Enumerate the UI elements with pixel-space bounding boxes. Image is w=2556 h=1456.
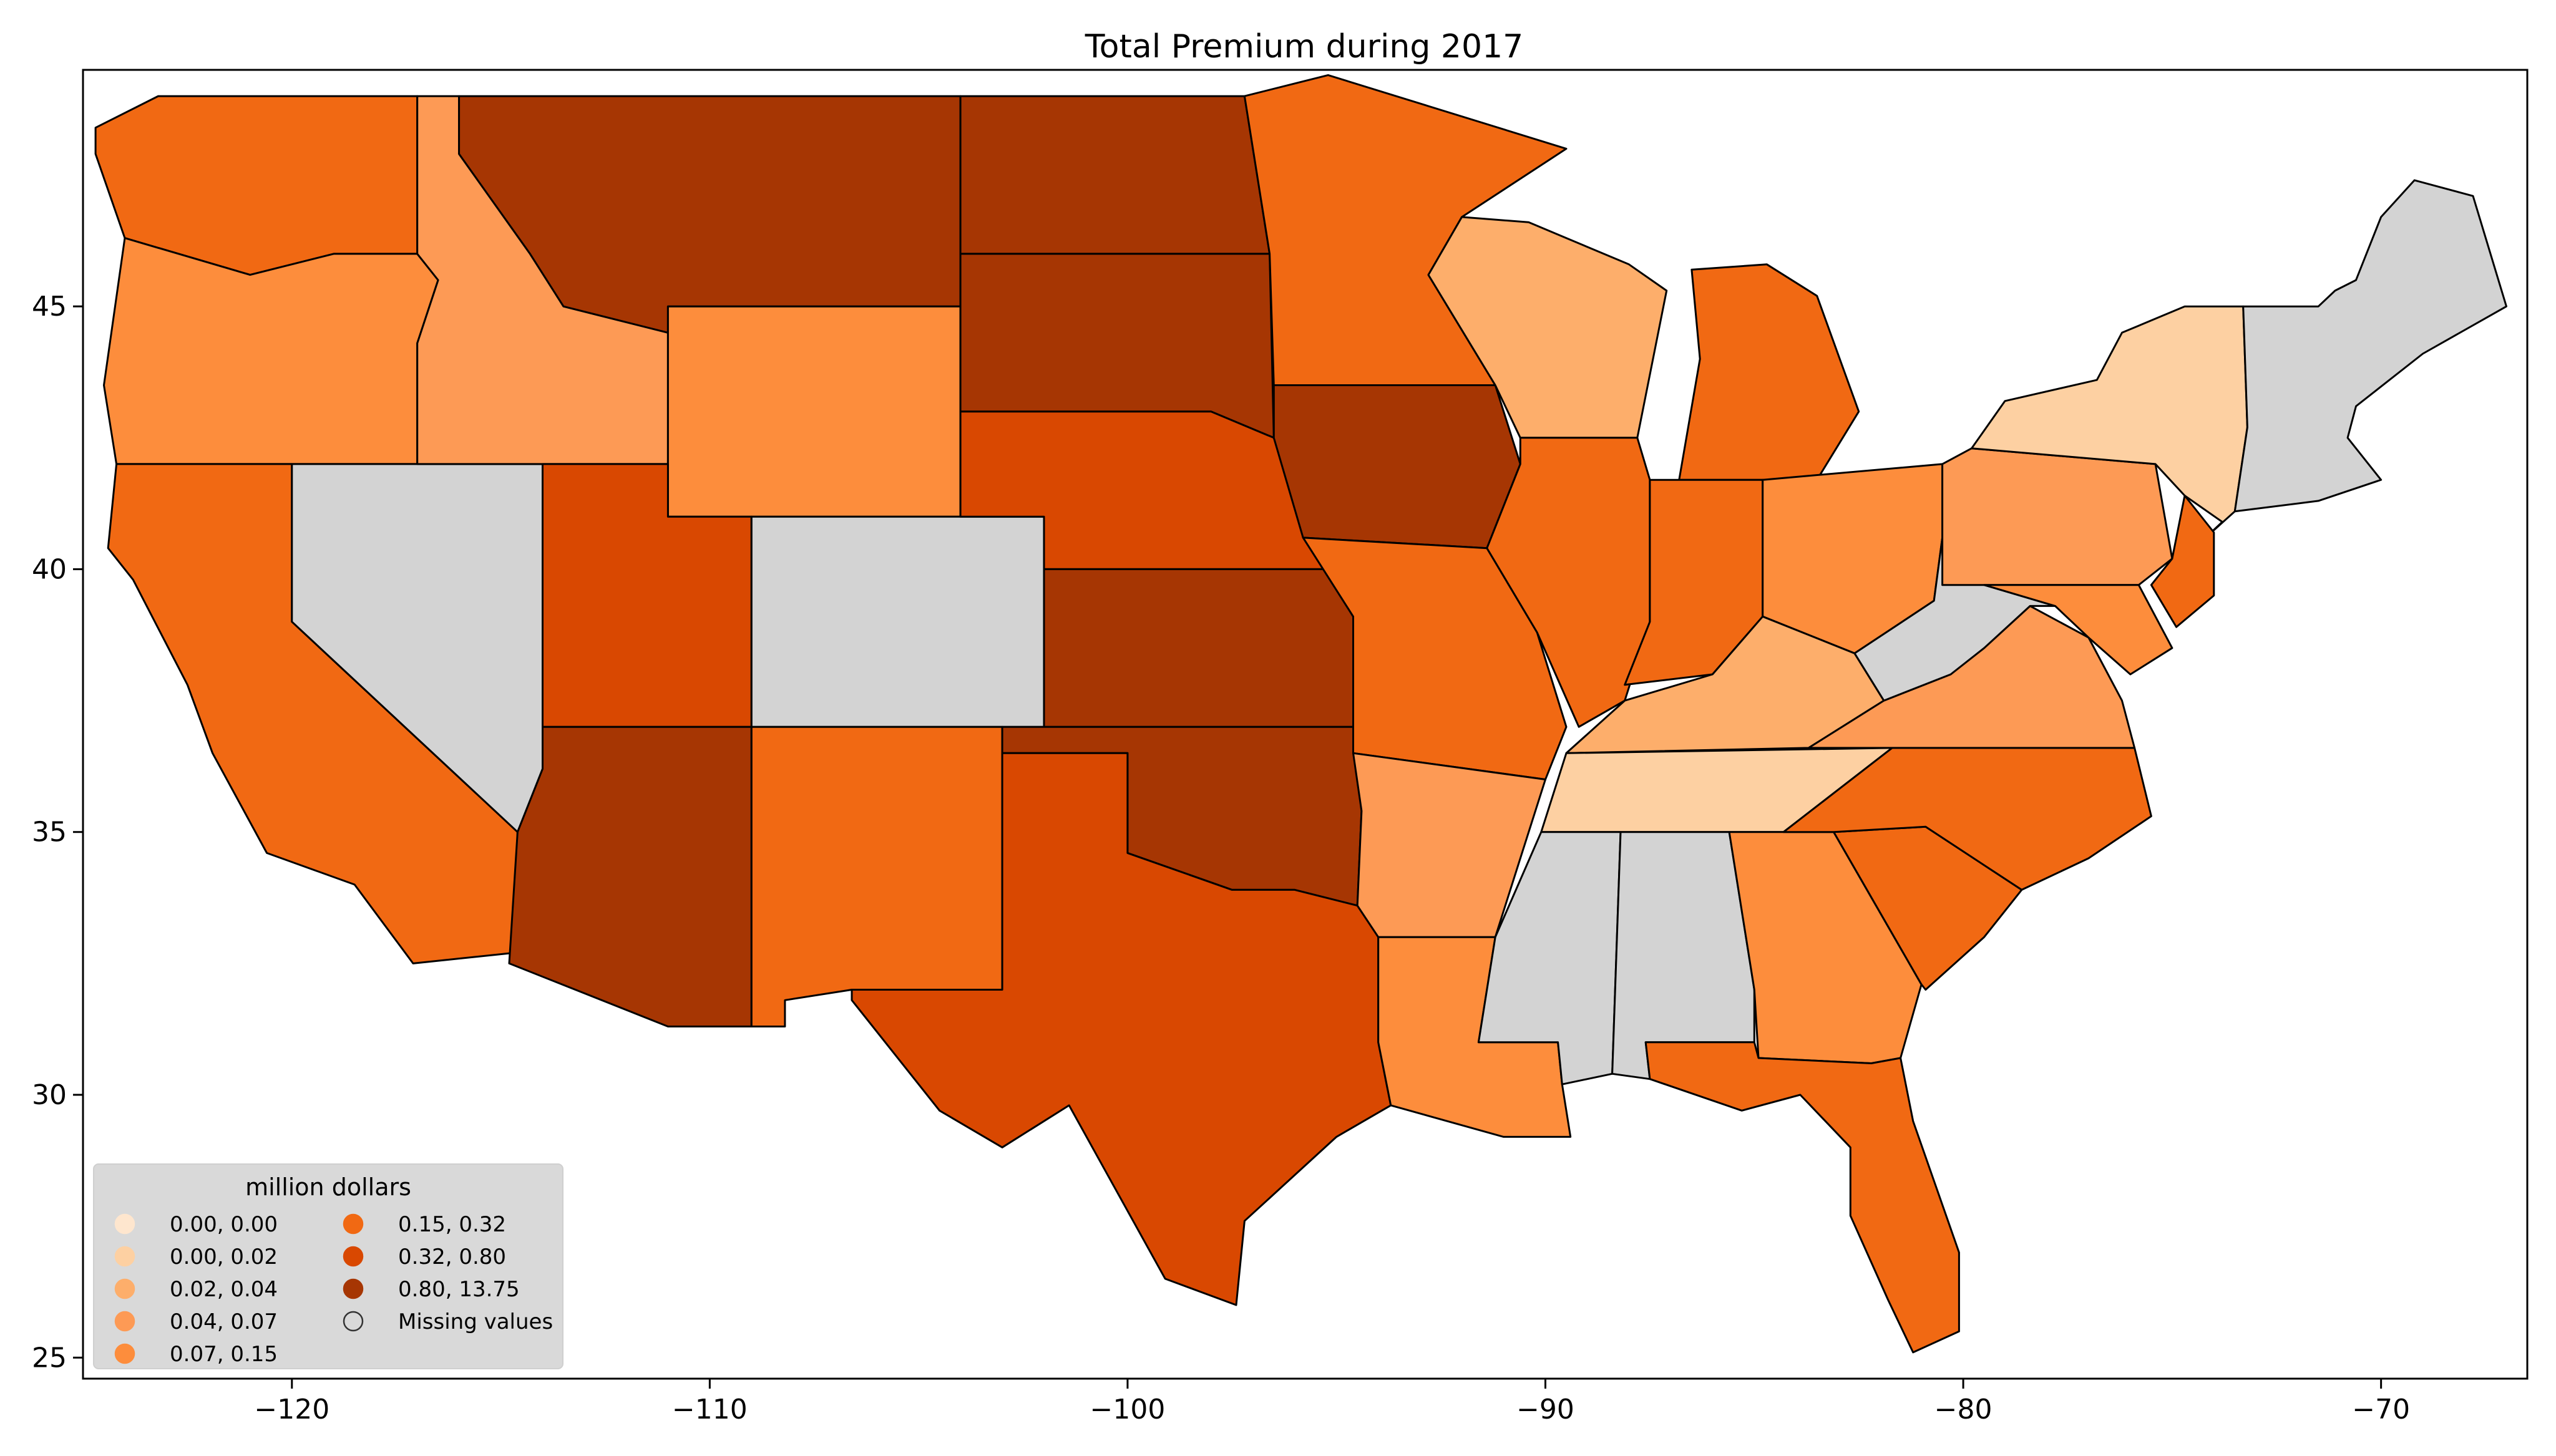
legend-swatch xyxy=(343,1246,364,1267)
region-west-virginia: West Virginia xyxy=(1853,536,2056,702)
legend-box xyxy=(93,1163,563,1369)
legend-swatch xyxy=(114,1246,135,1267)
y-axis: 25 30 35 40 45 xyxy=(32,291,83,1374)
legend-swatch xyxy=(114,1278,135,1299)
legend-swatch xyxy=(114,1343,135,1364)
region-wyoming: Wyoming xyxy=(666,305,962,518)
legend-swatch xyxy=(114,1213,135,1235)
region-iowa: Iowa xyxy=(1272,384,1521,550)
legend-label: 0.00, 0.02 xyxy=(170,1245,278,1269)
x-tick-label: −100 xyxy=(1090,1394,1166,1425)
legend-title: million dollars xyxy=(245,1173,411,1201)
legend: million dollars 0.00, 0.00 0.00, 0.02 0.02… xyxy=(93,1163,563,1369)
x-tick-label: −110 xyxy=(672,1394,748,1425)
y-tick-label: 45 xyxy=(32,291,67,323)
region-oregon: Oregon xyxy=(103,237,439,465)
y-tick-label: 25 xyxy=(32,1342,67,1374)
region-maryland-delaware: Maryland / Delaware xyxy=(1983,584,2173,676)
legend-swatch xyxy=(343,1311,364,1332)
legend-label: 0.32, 0.80 xyxy=(398,1245,506,1269)
map-layer: WashingtonOregonCaliforniaNevadaIdahoMon… xyxy=(94,74,2507,1354)
legend-swatch xyxy=(114,1311,135,1332)
region-pennsylvania: Pennsylvania xyxy=(1941,447,2173,586)
legend-swatch xyxy=(343,1278,364,1299)
legend-label: 0.07, 0.15 xyxy=(170,1342,278,1367)
chart-title: Total Premium during 2017 xyxy=(1085,28,1524,66)
y-tick-label: 40 xyxy=(32,553,67,585)
legend-entries: 0.00, 0.00 0.00, 0.02 0.02, 0.04 0.04, 0.07… xyxy=(114,1212,553,1367)
x-axis: −120 −110 −100 −90 −80 −70 xyxy=(254,1379,2410,1425)
region-mississippi: Mississippi xyxy=(1477,831,1622,1085)
region-michigan: Michigan xyxy=(1678,263,1860,481)
region-south-dakota: South Dakota xyxy=(959,253,1275,439)
region-colorado: Colorado xyxy=(750,515,1045,728)
axes-frame xyxy=(82,69,2529,1380)
y-tick-label: 30 xyxy=(32,1079,67,1111)
x-tick-label: −80 xyxy=(1934,1394,1993,1425)
x-tick-label: −70 xyxy=(2352,1394,2410,1425)
region-new-england: New England xyxy=(2233,179,2507,513)
legend-label: 0.80, 13.75 xyxy=(398,1277,520,1302)
region-illinois: Illinois xyxy=(1486,437,1651,728)
y-tick-label: 35 xyxy=(32,817,67,848)
legend-label: 0.15, 0.32 xyxy=(398,1212,506,1237)
x-tick-label: −90 xyxy=(1516,1394,1574,1425)
legend-swatch xyxy=(343,1213,364,1235)
region-new-jersey: New Jersey xyxy=(2150,495,2215,628)
region-kansas: Kansas xyxy=(1043,568,1354,728)
x-tick-label: −120 xyxy=(254,1394,329,1425)
legend-label: 0.04, 0.07 xyxy=(170,1309,278,1334)
legend-label: 0.00, 0.00 xyxy=(170,1212,278,1237)
legend-label: 0.02, 0.04 xyxy=(170,1277,278,1302)
region-new-mexico: New Mexico xyxy=(750,726,1003,1027)
legend-label: Missing values xyxy=(398,1309,553,1334)
region-north-dakota: North Dakota xyxy=(959,95,1271,255)
region-florida: Florida xyxy=(1644,1041,1960,1354)
